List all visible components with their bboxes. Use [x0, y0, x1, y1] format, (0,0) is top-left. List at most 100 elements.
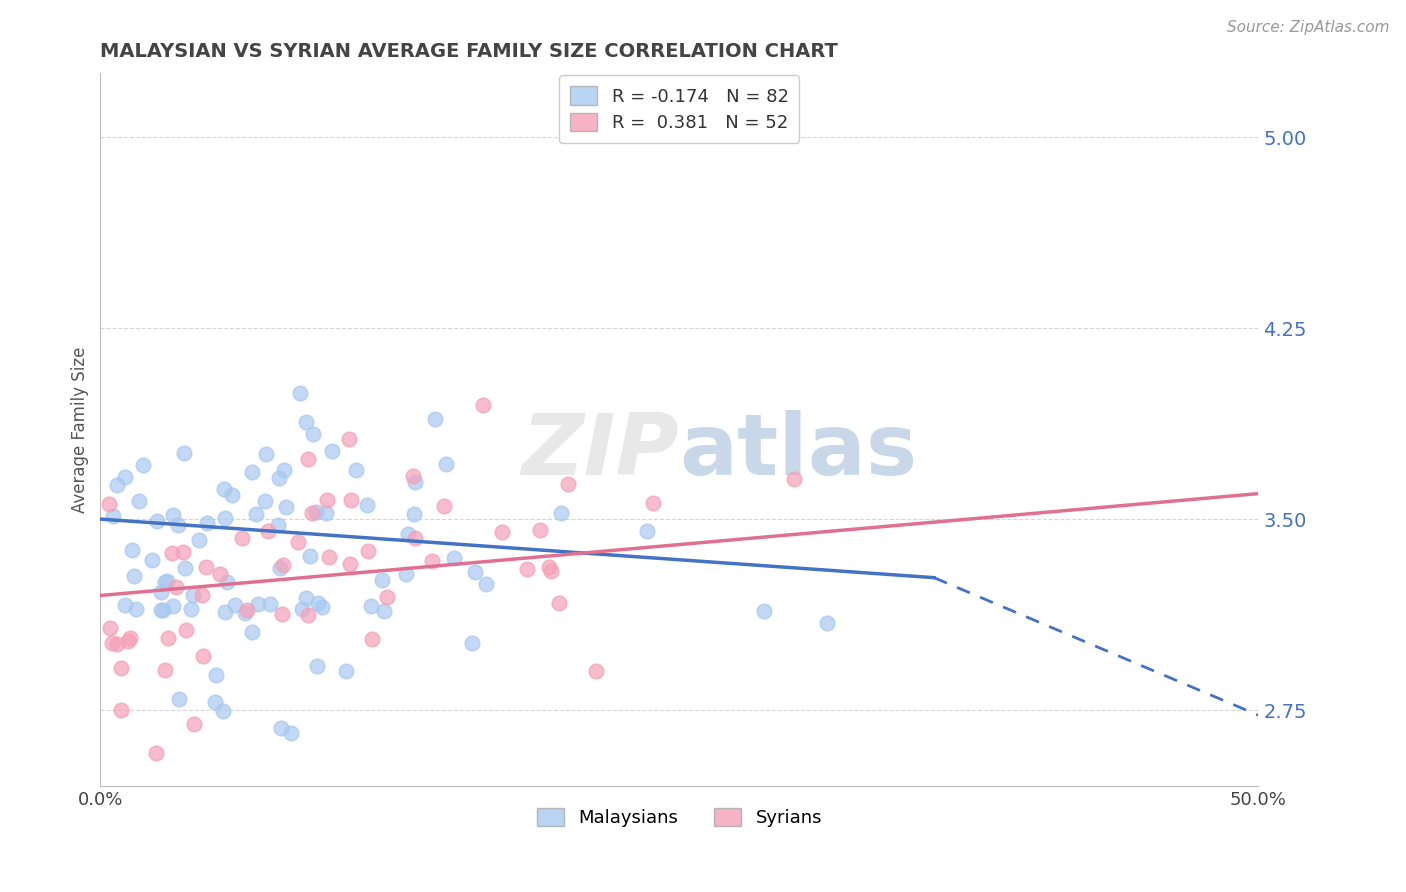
Point — [267, 518, 290, 533]
Point — [373, 604, 395, 618]
Point — [321, 444, 343, 458]
Point — [434, 457, 457, 471]
Point — [208, 567, 231, 582]
Point — [205, 668, 228, 682]
Text: Source: ZipAtlas.com: Source: ZipAtlas.com — [1226, 20, 1389, 35]
Text: MALAYSIAN VS SYRIAN AVERAGE FAMILY SIZE CORRELATION CHART: MALAYSIAN VS SYRIAN AVERAGE FAMILY SIZE … — [100, 42, 838, 61]
Point — [150, 603, 173, 617]
Point — [98, 496, 121, 510]
Point — [246, 597, 269, 611]
Point — [100, 636, 122, 650]
Point — [529, 523, 551, 537]
Point — [214, 511, 236, 525]
Point — [754, 604, 776, 618]
Point — [335, 664, 357, 678]
Point — [375, 590, 398, 604]
Point — [295, 415, 318, 429]
Point — [117, 634, 139, 648]
Point — [125, 602, 148, 616]
Point — [214, 605, 236, 619]
Point — [636, 524, 658, 538]
Text: ZIP: ZIP — [522, 409, 679, 493]
Point — [339, 493, 361, 508]
Y-axis label: Average Family Size: Average Family Size — [72, 347, 89, 513]
Point — [153, 574, 176, 589]
Point — [156, 632, 179, 646]
Point — [274, 500, 297, 514]
Point — [356, 498, 378, 512]
Point — [294, 591, 316, 606]
Point — [162, 599, 184, 614]
Point — [257, 524, 280, 539]
Point — [146, 514, 169, 528]
Point — [443, 550, 465, 565]
Point — [815, 615, 838, 630]
Point — [132, 458, 155, 473]
Point — [315, 506, 337, 520]
Point — [191, 588, 214, 602]
Point — [254, 493, 277, 508]
Point — [308, 596, 330, 610]
Point — [152, 602, 174, 616]
Point — [475, 576, 498, 591]
Point — [269, 561, 291, 575]
Point — [110, 703, 132, 717]
Point — [105, 477, 128, 491]
Point — [141, 553, 163, 567]
Point — [162, 508, 184, 523]
Point — [318, 549, 340, 564]
Point — [193, 648, 215, 663]
Point — [420, 554, 443, 568]
Point — [371, 573, 394, 587]
Point — [172, 545, 194, 559]
Point — [181, 588, 204, 602]
Point — [288, 386, 311, 401]
Point — [305, 505, 328, 519]
Point — [105, 637, 128, 651]
Point — [212, 705, 235, 719]
Point — [299, 549, 322, 563]
Point — [236, 603, 259, 617]
Point — [404, 507, 426, 521]
Point — [245, 508, 267, 522]
Point — [110, 661, 132, 675]
Point — [423, 412, 446, 426]
Point — [153, 663, 176, 677]
Point — [103, 508, 125, 523]
Point — [337, 432, 360, 446]
Point — [585, 664, 607, 678]
Point — [188, 533, 211, 548]
Point — [339, 557, 361, 571]
Point — [402, 469, 425, 483]
Point — [461, 636, 484, 650]
Point — [291, 602, 314, 616]
Point — [215, 575, 238, 590]
Point — [114, 470, 136, 484]
Point — [472, 398, 495, 412]
Point — [114, 599, 136, 613]
Point — [98, 622, 121, 636]
Point — [156, 574, 179, 589]
Point — [221, 488, 243, 502]
Point — [195, 560, 218, 574]
Point — [149, 585, 172, 599]
Point — [240, 465, 263, 479]
Point — [259, 597, 281, 611]
Point — [297, 451, 319, 466]
Point — [254, 447, 277, 461]
Point — [180, 602, 202, 616]
Point — [273, 463, 295, 477]
Point — [396, 526, 419, 541]
Point — [233, 607, 256, 621]
Point — [301, 507, 323, 521]
Point — [240, 625, 263, 640]
Point — [224, 599, 246, 613]
Text: atlas: atlas — [679, 409, 918, 493]
Point — [174, 624, 197, 638]
Point — [404, 475, 426, 490]
Point — [121, 543, 143, 558]
Point — [195, 516, 218, 531]
Point — [360, 599, 382, 613]
Point — [344, 463, 367, 477]
Point — [128, 494, 150, 508]
